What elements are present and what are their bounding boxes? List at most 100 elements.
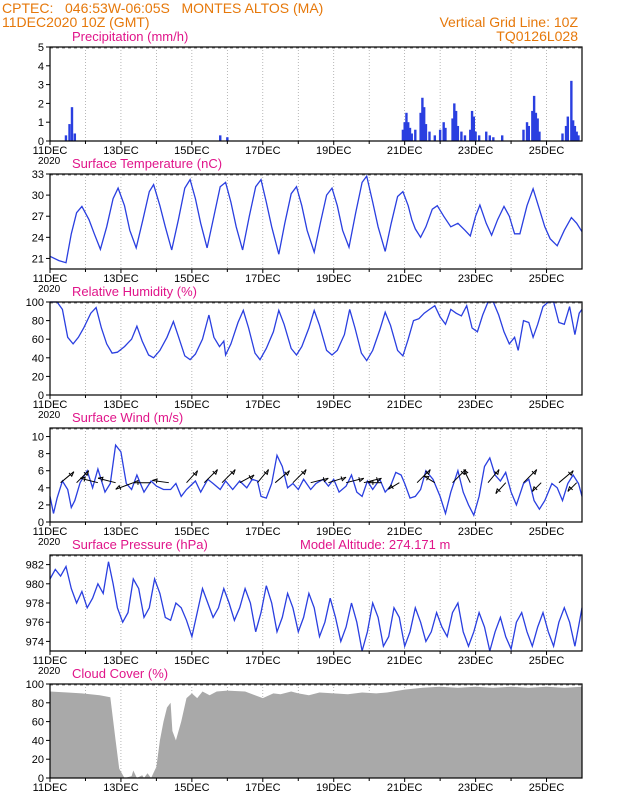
wind-vector-head [322,477,329,483]
wind-vector-head [263,469,269,476]
x-tick-label: 23DEC [458,782,494,794]
precip-bar [421,97,424,141]
precip-bar [566,116,570,141]
precip-bar [575,131,578,141]
wind-vector-shaft [152,479,169,484]
precip-bar [451,118,454,141]
y-tick-label: 20 [32,371,44,383]
wind-vector-shaft [203,469,218,484]
wind-vector-head [80,476,86,482]
x-tick-label: 11DEC [33,526,68,538]
panel-frame [49,173,583,270]
precip-bar [522,129,525,141]
y-tick-label: 980 [26,579,44,591]
x-tick-label: 25DEC [529,782,565,794]
precip-bar [428,131,431,141]
y-tick-label: 0 [38,390,44,402]
header-date-line: 11DEC2020 10Z (GMT) [2,14,150,30]
precip-bar [485,131,488,141]
wind-vector-shaft [97,477,116,484]
precip-bar [405,112,408,141]
precip-bar [414,129,417,141]
precip-bar [527,125,530,141]
wind-vector-head [531,485,538,492]
precip-bar [570,80,573,141]
wind-vector-head [152,478,158,484]
precip-bar [424,124,428,141]
precip-bar [531,110,534,141]
precip-bar [442,122,445,141]
precip-bar [571,120,575,141]
y-tick-label: 100 [26,679,44,691]
header-station-line: CPTEC: 046:53W-06:05S MONTES ALTOS (MA) [2,0,324,16]
wind-vector-head [425,469,431,476]
precip-bar [488,135,491,141]
panel-frame [49,683,583,779]
x-tick-label: 21DEC [387,399,423,411]
wind-vector-shaft [76,470,90,484]
wind-vector-head [387,484,394,490]
x-tick-label: 19DEC [316,145,352,157]
x-tick-label: 17DEC [245,273,281,285]
wind-vector-head [301,469,307,476]
wind-vector-head [340,476,347,482]
y-tick-label: 10 [32,432,44,444]
precip-bar [454,110,458,141]
precip-bar [472,116,476,141]
y-tick-label: 20 [32,754,44,766]
precip-bar [419,112,422,141]
wind-vector-head [133,479,139,485]
panel-2: Surface Temperature (nC) 21 24 27 30 33 11DEC 1… [32,156,583,295]
precip-bar [408,127,412,141]
panel-title: Relative Humidity (%) [72,284,197,299]
wind-vector-shaft [310,477,329,484]
wind-vector-shaft [292,469,307,484]
precip-bar [444,127,447,141]
wind-vector-head [376,477,382,483]
series-line [50,301,583,362]
y-tick-label: 978 [26,598,44,610]
year-label: 2020 [38,156,61,167]
cloud-cover-area [50,686,582,778]
precip-bar [456,125,460,141]
x-tick-label: 25DEC [529,273,565,285]
panel-annotation: Model Altitude: 274.171 m [300,537,450,552]
panel-title: Cloud Cover (%) [72,666,168,681]
x-tick-label: 19DEC [316,526,352,538]
y-tick-label: 8 [38,449,44,461]
wind-vector-shaft [239,474,255,484]
x-tick-label: 21DEC [387,273,423,285]
wind-vector-head [115,484,122,490]
y-tick-label: 24 [32,232,44,244]
x-tick-label: 13DEC [103,526,139,538]
precip-bar [525,122,529,141]
x-tick-label: 25DEC [529,145,565,157]
precip-bar [403,122,406,141]
wind-vector-head [358,477,365,483]
year-label: 2020 [38,284,61,295]
precip-bar [219,135,222,141]
x-tick-label: 13DEC [103,145,139,157]
precip-bar [410,133,413,141]
x-tick-label: 23DEC [458,655,494,667]
y-tick-label: 40 [32,735,44,747]
x-tick-label: 15DEC [174,526,210,538]
precip-bar [501,135,504,141]
x-tick-label: 17DEC [245,526,281,538]
x-tick-label: 21DEC [387,526,423,538]
wind-vector-shaft [416,469,431,484]
x-tick-label: 23DEC [458,526,494,538]
wind-vector-shaft [532,482,542,492]
wind-vector-head [494,469,500,476]
wind-vector-shaft [328,476,347,484]
x-tick-label: 19DEC [316,273,352,285]
y-tick-label: 0 [38,517,44,529]
wind-vector-shaft [487,469,500,484]
year-label: 2020 [38,410,61,421]
y-tick-label: 80 [32,698,44,710]
x-tick-label: 23DEC [458,273,494,285]
wind-vector-head [495,487,501,494]
precip-bar [577,135,580,141]
x-tick-label: 21DEC [387,655,423,667]
